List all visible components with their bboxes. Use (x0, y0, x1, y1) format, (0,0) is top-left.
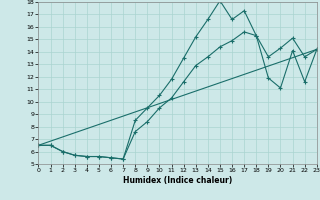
X-axis label: Humidex (Indice chaleur): Humidex (Indice chaleur) (123, 176, 232, 185)
